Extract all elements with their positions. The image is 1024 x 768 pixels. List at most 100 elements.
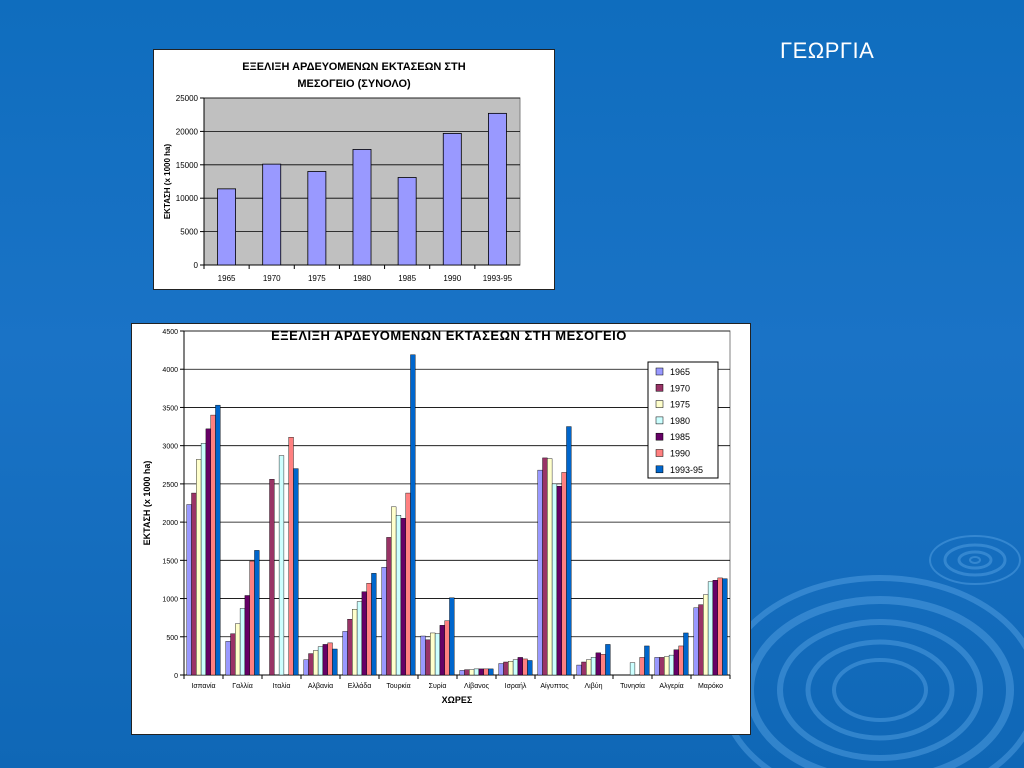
chart-title: ΜΕΣΟΓΕΙΟ (ΣΥΝΟΛΟ)	[297, 78, 411, 90]
legend-label: 1965	[670, 367, 690, 377]
bar-1965	[654, 657, 660, 676]
bar-1975	[352, 609, 358, 676]
y-tick-label: 0	[194, 261, 199, 270]
bar-1993-95	[293, 468, 299, 676]
y-tick-label: 2500	[162, 482, 178, 489]
bar-1975	[508, 661, 514, 676]
y-tick-label: 10000	[176, 194, 199, 203]
bar-1965	[303, 659, 309, 676]
bar-1975	[235, 623, 241, 676]
bar-1965	[537, 469, 543, 676]
x-tick-label: Τουρκία	[386, 682, 410, 690]
bar-1993-95	[527, 660, 533, 676]
bar-1965	[225, 641, 231, 676]
bar-1975	[469, 669, 475, 676]
y-tick-label: 4000	[162, 367, 178, 374]
y-tick-label: 25000	[176, 94, 199, 103]
bar	[307, 171, 327, 266]
y-tick-label: 2000	[162, 520, 178, 527]
bar-1965	[498, 663, 504, 676]
bar-1990	[639, 657, 645, 676]
bar-1980	[434, 633, 441, 676]
bar-1990	[288, 437, 294, 676]
bar-1965	[420, 635, 426, 676]
bar-1993-95	[683, 632, 689, 676]
chart-title: ΕΞΕΛΙΞΗ ΑΡΔΕΥΟΜΕΝΩΝ ΕΚΤΑΣΕΩΝ ΣΤΗ ΜΕΣΟΓΕΙ…	[271, 328, 627, 343]
legend-label: 1993-95	[670, 465, 703, 475]
bar-1980	[239, 608, 246, 676]
chart-title: ΕΞΕΛΙΞΗ ΑΡΔΕΥΟΜΕΝΩΝ ΕΚΤΑΣΕΩΝ ΣΤΗ	[242, 61, 465, 73]
x-tick-label: Αίγυπτος	[540, 682, 569, 690]
bar-1990	[678, 645, 684, 676]
y-tick-label: 1000	[162, 597, 178, 604]
bar-1970	[347, 618, 353, 676]
bar-1985	[595, 652, 601, 676]
bar-1990	[561, 472, 567, 676]
x-tick-label: 1993-95	[483, 274, 513, 283]
bar-1965	[459, 670, 465, 676]
bar-1965	[342, 631, 348, 676]
legend-label: 1980	[670, 416, 690, 426]
x-tick-label: 1985	[398, 274, 416, 283]
bar-1970	[503, 661, 509, 676]
bar	[487, 112, 507, 266]
bar-1975	[430, 632, 436, 676]
x-tick-label: Αλβανία	[308, 682, 333, 690]
bar-1980	[356, 601, 363, 676]
bar-1985	[439, 625, 445, 676]
bar-1990	[366, 583, 372, 676]
bar-1975	[313, 650, 319, 676]
bar	[397, 177, 417, 266]
legend-swatch	[655, 465, 664, 474]
bar-1975	[586, 659, 592, 676]
legend-label: 1990	[670, 449, 690, 459]
bar-1993-95	[605, 644, 611, 676]
y-tick-label: 4500	[162, 329, 178, 336]
bar-1990	[444, 620, 450, 676]
bar	[217, 188, 237, 266]
bar	[352, 149, 372, 266]
bar-1990	[210, 414, 216, 676]
x-tick-label: Ελλάδα	[348, 682, 372, 690]
x-tick-label: 1990	[443, 274, 461, 283]
bar-1990	[483, 668, 489, 676]
y-axis-label: ΕΚΤΑΣΗ (x 1000 ha)	[163, 143, 172, 219]
bar-1975	[547, 458, 553, 676]
y-tick-label: 0	[174, 673, 178, 680]
bar-1993-95	[371, 573, 377, 676]
y-tick-label: 500	[166, 635, 178, 642]
bar-1980	[395, 515, 402, 676]
x-tick-label: 1965	[218, 274, 236, 283]
x-tick-label: 1980	[353, 274, 371, 283]
legend-swatch	[655, 449, 664, 457]
x-tick-label: Λιβύη	[585, 682, 603, 690]
bar-1980	[707, 581, 714, 676]
legend-swatch	[655, 367, 664, 376]
chart1-svg: ΕΞΕΛΙΞΗ ΑΡΔΕΥΟΜΕΝΩΝ ΕΚΤΑΣΕΩΝ ΣΤΗ ΜΕΣΟΓΕΙΟ…	[163, 61, 521, 283]
bar-1980	[668, 654, 675, 676]
legend: 1965 1970 1975 1980 1985 1990 1993-95	[647, 361, 719, 479]
bar-1993-95	[449, 597, 455, 676]
x-tick-label: Αλγερία	[659, 682, 683, 690]
bar-1990	[327, 642, 333, 676]
bar-1970	[308, 653, 314, 676]
bar-1980	[512, 659, 519, 676]
legend-swatch	[655, 384, 664, 392]
bar-1975	[391, 506, 397, 676]
chart2-svg: 0 500 1000 1500 2000 2500 3000 3500 4000 4500 ΕΞΕΛ…	[142, 328, 731, 705]
bar-1970	[230, 633, 236, 676]
x-axis-label: ΧΩΡΕΣ	[442, 695, 473, 705]
bar-1990	[717, 577, 723, 676]
x-tick-label: Ιταλία	[273, 682, 291, 690]
bar-1993-95	[410, 354, 416, 676]
bar-1993-95	[644, 645, 650, 676]
bar-1965	[576, 664, 582, 676]
bar-1993-95	[566, 426, 572, 676]
bar-1970	[191, 492, 197, 676]
bar-1985	[400, 518, 406, 676]
y-tick-label: 15000	[176, 161, 199, 170]
y-tick-label: 1500	[162, 558, 178, 565]
bar-1980	[629, 662, 636, 676]
legend-swatch	[655, 432, 664, 441]
bar-1980	[473, 668, 480, 676]
